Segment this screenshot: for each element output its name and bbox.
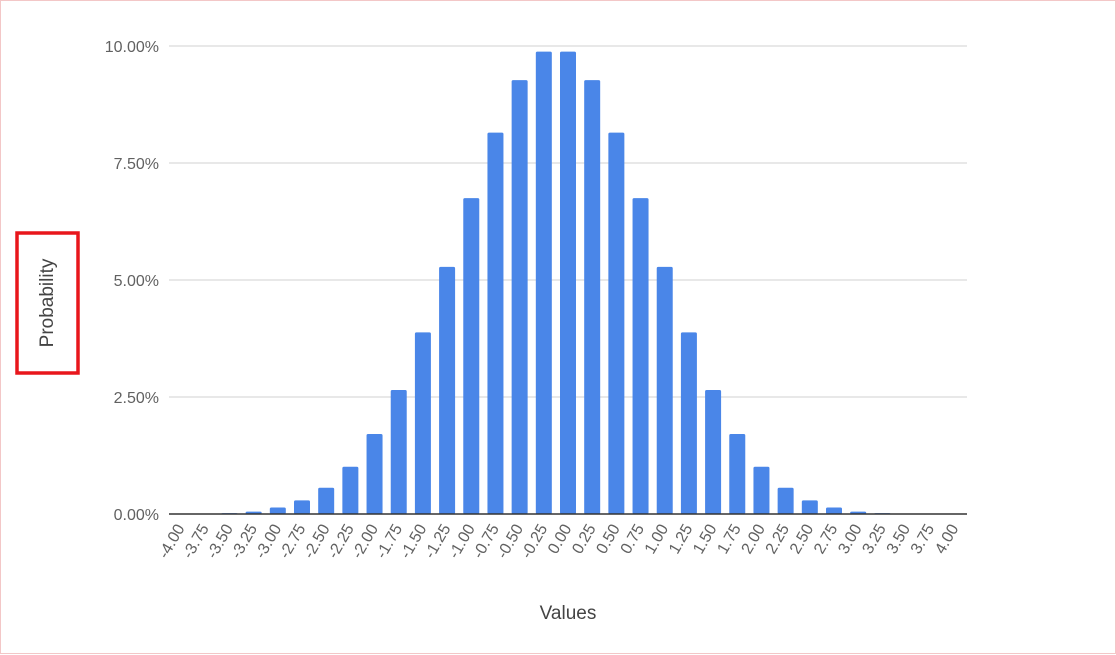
x-tick-label: 3.50 [884,521,914,557]
bars [197,52,914,514]
x-tick-label: 2.25 [763,521,793,557]
y-tick-label: 2.50% [114,390,159,407]
bar [584,80,600,514]
x-axis-ticks: -4.00-3.75-3.50-3.25-3.00-2.75-2.50-2.25… [156,521,963,561]
bar [536,52,552,514]
bar [415,332,431,514]
y-tick-label: 10.00% [105,39,159,56]
bar [367,434,383,514]
bar [318,488,334,514]
bar [270,507,286,514]
x-axis-title: Values [540,603,597,624]
x-tick-label: 2.00 [739,521,769,557]
bar [487,133,503,514]
x-tick-label: 3.75 [908,521,938,557]
bar [778,488,794,514]
bar [439,267,455,514]
x-tick-label: 1.00 [642,521,672,557]
x-tick-label: 0.75 [618,521,648,557]
bar [342,467,358,514]
bar [753,467,769,514]
x-tick-label: 0.50 [594,521,624,557]
bar [729,434,745,514]
y-tick-label: 5.00% [114,273,159,290]
bar [463,198,479,514]
y-tick-label: 7.50% [114,156,159,173]
x-tick-label: 2.75 [811,521,841,557]
bar [657,267,673,514]
bar [802,500,818,514]
x-tick-label: 0.25 [569,521,599,557]
x-tick-label: 1.75 [714,521,744,557]
x-tick-label: 3.25 [860,521,890,557]
x-tick-label: 0.00 [545,521,575,557]
bar [512,80,528,514]
bar [633,198,649,514]
y-axis-ticks: 0.00% 2.50% 5.00% 7.50% 10.00% [105,39,159,524]
x-tick-label: -0.25 [518,521,551,561]
bar [705,390,721,514]
bar [826,507,842,514]
x-tick-label: 1.50 [690,521,720,557]
x-tick-label: 2.50 [787,521,817,557]
y-axis-title: Probability [37,258,58,347]
bar [294,500,310,514]
x-tick-label: 1.25 [666,521,696,557]
bar [560,52,576,514]
bar [391,390,407,514]
x-tick-label: 4.00 [932,521,962,557]
bar [681,332,697,514]
y-tick-label: 0.00% [114,507,159,524]
bar [608,133,624,514]
x-tick-label: 3.00 [835,521,865,557]
